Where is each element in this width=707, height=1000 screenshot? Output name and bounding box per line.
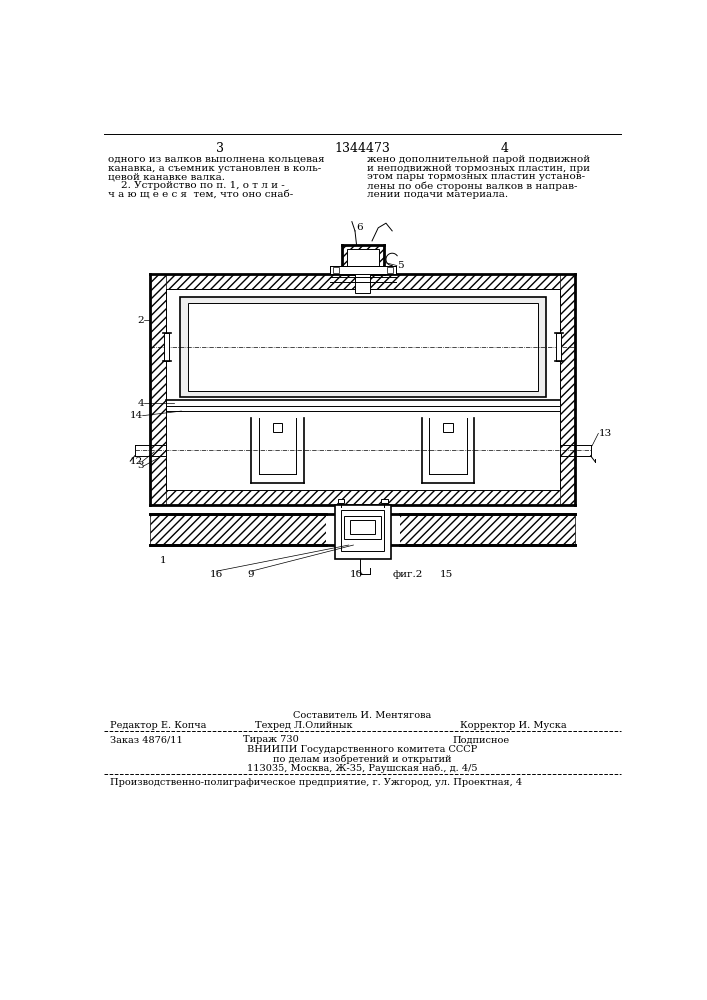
Text: 3: 3 (138, 461, 144, 470)
Bar (151, 274, 575, 289)
Bar (325, 505, 400, 514)
Text: 6: 6 (356, 223, 363, 232)
Text: одного из валков выполнена кольцевая: одного из валков выполнена кольцевая (107, 155, 325, 164)
Bar (338, 499, 344, 503)
Text: 2: 2 (138, 316, 144, 325)
Bar (341, 510, 385, 551)
Bar (151, 514, 575, 545)
Bar (556, 333, 561, 361)
Bar (333, 267, 339, 273)
Bar (330, 266, 396, 274)
Text: этом пары тормозных пластин установ-: этом пары тормозных пластин установ- (368, 172, 585, 181)
Text: Редактор Е. Копча: Редактор Е. Копча (110, 721, 206, 730)
Text: лены по обе стороны валков в направ-: лены по обе стороны валков в направ- (368, 181, 578, 191)
Text: Производственно-полиграфическое предприятие, г. Ужгород, ул. Проектная, 4: Производственно-полиграфическое предприя… (110, 778, 522, 787)
Bar (187, 303, 538, 391)
Text: 4: 4 (138, 399, 144, 408)
Bar (344, 516, 381, 539)
Text: по делам изобретений и открытий: по делам изобретений и открытий (273, 754, 451, 764)
Text: Подписное: Подписное (452, 735, 510, 744)
Bar (341, 245, 385, 274)
Bar (351, 520, 375, 534)
Text: ч а ю щ е е с я  тем, что оно снаб-: ч а ю щ е е с я тем, что оно снаб- (107, 190, 293, 199)
Bar (387, 267, 393, 273)
Text: цевой канавке валка.: цевой канавке валка. (107, 172, 225, 181)
Text: и неподвижной тормозных пластин, при: и неподвижной тормозных пластин, при (368, 164, 590, 173)
Bar (355, 274, 370, 293)
Text: Заказ 4876/11: Заказ 4876/11 (110, 735, 183, 744)
Text: Корректор И. Муска: Корректор И. Муска (460, 721, 567, 730)
Text: 1344473: 1344473 (334, 142, 390, 155)
Text: лении подачи материала.: лении подачи материала. (368, 190, 508, 199)
Text: 1: 1 (160, 556, 166, 565)
Bar (325, 514, 400, 545)
Bar (335, 505, 391, 559)
Text: 2. Устройство по п. 1, о т л и -: 2. Устройство по п. 1, о т л и - (107, 181, 284, 190)
Text: 4: 4 (501, 142, 508, 155)
Bar (164, 333, 169, 361)
Text: 10: 10 (350, 570, 363, 579)
Bar (151, 274, 166, 505)
Bar (381, 499, 387, 503)
Text: Составитель И. Ментягова: Составитель И. Ментягова (293, 711, 431, 720)
Bar (151, 490, 575, 505)
Bar (559, 274, 575, 505)
Text: фиг.2: фиг.2 (392, 570, 423, 579)
Text: ВНИИПИ Государственного комитета СССР: ВНИИПИ Государственного комитета СССР (247, 745, 477, 754)
Bar (180, 297, 546, 397)
Text: Техред Л.Олийнык: Техред Л.Олийнык (255, 721, 353, 730)
Bar (273, 423, 282, 432)
Text: 15: 15 (440, 570, 453, 579)
Text: 5: 5 (397, 261, 404, 270)
Text: 9: 9 (248, 570, 255, 579)
Text: канавка, а съемник установлен в коль-: канавка, а съемник установлен в коль- (107, 164, 321, 173)
Text: 16: 16 (209, 570, 223, 579)
Text: жено дополнительной парой подвижной: жено дополнительной парой подвижной (368, 155, 590, 164)
Text: 3: 3 (216, 142, 224, 155)
Text: 113035, Москва, Ж-35, Раушская наб., д. 4/5: 113035, Москва, Ж-35, Раушская наб., д. … (247, 764, 477, 773)
Bar (443, 423, 452, 432)
Bar (347, 249, 379, 270)
Text: 14: 14 (129, 411, 143, 420)
Text: 12: 12 (129, 457, 143, 466)
Text: Тираж 730: Тираж 730 (243, 735, 299, 744)
Text: 13: 13 (598, 429, 612, 438)
